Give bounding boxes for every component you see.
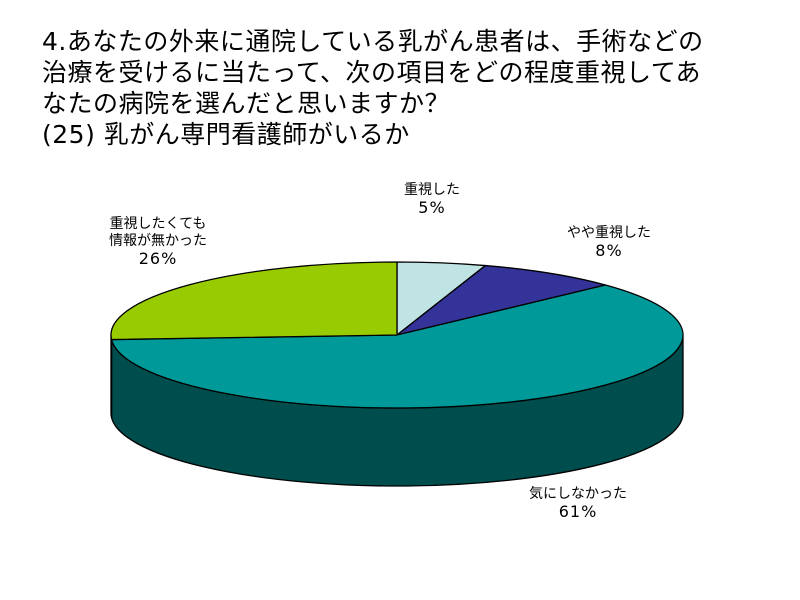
- slice-label-2-category: 気にしなかった: [529, 486, 627, 502]
- pie-slices: [110, 261, 684, 409]
- pie-slice-2: [110, 284, 684, 409]
- chart-title-line-4: (25) 乳がん専門看護師がいるか: [42, 120, 410, 149]
- pie-slice-3: [110, 261, 398, 341]
- slice-label-2: 気にしなかった 61%: [529, 486, 627, 520]
- pie-slice-1: [396, 264, 607, 336]
- slice-label-1: やや重視した 8%: [567, 225, 651, 259]
- slice-label-3-value: 26%: [138, 249, 178, 268]
- slice-label-1-category: やや重視した: [567, 225, 651, 241]
- chart-title-line-1: 4.あなたの外来に通院している乳がん患者は、手術などの: [42, 27, 704, 56]
- slice-label-0-category: 重視した: [404, 182, 460, 198]
- chart-title-line-3: なたの病院を選んだと思いますか？: [42, 89, 451, 118]
- chart-title-line-2: 治療を受けるに当たって、次の項目をどの程度重視してあ: [42, 58, 702, 87]
- slice-label-0-value: 5%: [418, 198, 446, 217]
- pie-slice-side-3: [110, 334, 113, 419]
- slice-label-0: 重視した 5%: [404, 182, 460, 216]
- slice-label-2-value: 61%: [558, 502, 598, 521]
- slice-label-3-category-line-1: 重視したくても: [109, 216, 207, 232]
- slice-label-3: 重視したくても 情報が無かった 26%: [109, 216, 207, 267]
- chart-title: 4.あなたの外来に通院している乳がん患者は、手術などの 治療を受けるに当たって、…: [42, 26, 782, 150]
- slice-label-3-category-line-2: 情報が無かった: [109, 233, 207, 249]
- slice-label-1-value: 8%: [595, 241, 623, 260]
